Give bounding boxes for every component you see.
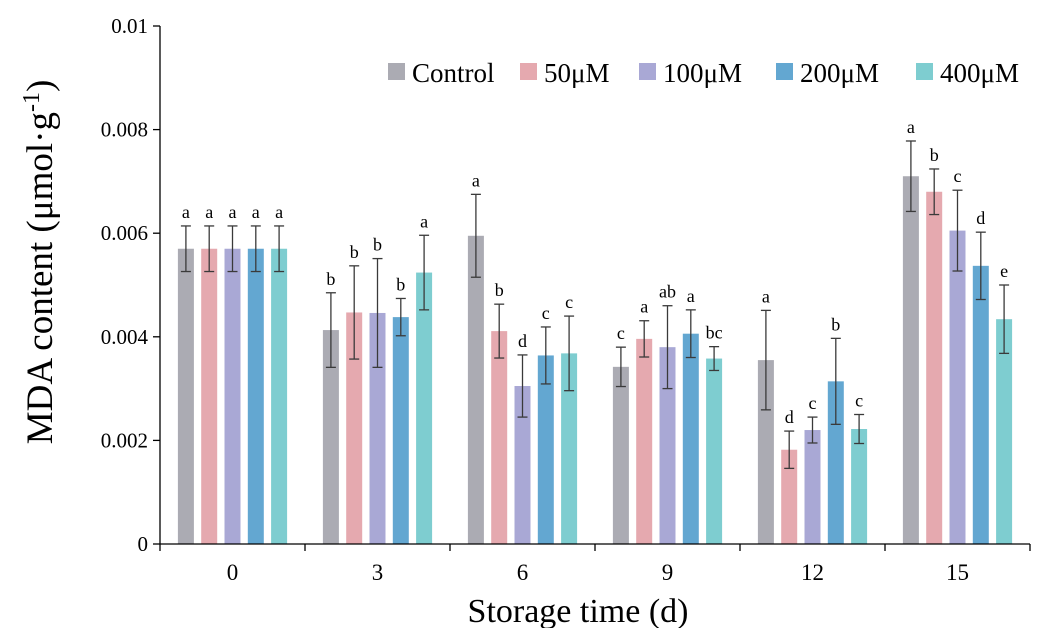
bar-50μM-0	[201, 248, 218, 545]
x-tick-label: 0	[227, 560, 239, 585]
significance-letter-200μM-3: b	[396, 274, 405, 294]
significance-letter-400μM-9: bc	[706, 323, 723, 343]
y-axis-title: MDA content (μmol·g-1)	[19, 80, 61, 445]
y-tick-label: 0.004	[101, 325, 149, 349]
bar-Control-6	[467, 235, 484, 545]
significance-letter-50μM-6: b	[495, 280, 504, 300]
significance-letter-50μM-0: a	[205, 202, 213, 222]
y-axis-title-main: MDA content (μmol·g	[20, 112, 61, 444]
significance-letter-400μM-3: a	[420, 211, 428, 231]
significance-letter-400μM-6: c	[565, 292, 573, 312]
significance-letter-50μM-9: a	[640, 297, 648, 317]
significance-letter-400μM-15: e	[1000, 261, 1008, 281]
bar-100μM-9	[659, 347, 676, 544]
x-axis-title: Storage time (d)	[468, 593, 689, 628]
legend-swatch-400μM	[916, 63, 933, 80]
x-tick-label: 3	[372, 560, 384, 585]
significance-letter-400μM-0: a	[275, 202, 283, 222]
legend-swatch-Control	[388, 63, 405, 80]
bar-400μM-12	[851, 429, 868, 544]
x-ticks-layer: 0 3 6 9 12 15	[159, 544, 1031, 585]
bar-100μM-0	[224, 248, 241, 545]
bar-200μM-0	[247, 248, 264, 545]
significance-letter-200μM-6: c	[542, 303, 550, 323]
bar-100μM-12	[804, 430, 821, 544]
x-tick-label: 9	[662, 560, 674, 585]
bar-400μM-3	[416, 272, 433, 544]
legend-label-100μM: 100μM	[663, 58, 742, 88]
x-tick-label: 15	[946, 560, 969, 585]
bar-200μM-12	[827, 381, 844, 544]
significance-letter-200μM-9: a	[687, 286, 695, 306]
significance-letter-50μM-12: d	[785, 407, 794, 427]
bar-50μM-3	[346, 312, 363, 544]
bar-400μM-6	[561, 353, 578, 544]
bar-50μM-9	[636, 338, 653, 544]
legend-label-200μM: 200μM	[800, 58, 879, 88]
bar-100μM-3	[369, 312, 386, 544]
significance-letter-Control-0: a	[182, 202, 190, 222]
significance-letter-200μM-15: d	[976, 208, 985, 228]
bar-Control-0	[177, 248, 194, 545]
bar-Control-12	[757, 360, 774, 544]
bar-50μM-15	[926, 191, 943, 544]
bar-50μM-12	[781, 449, 798, 544]
y-tick-label: 0.006	[101, 221, 148, 245]
significance-letter-Control-15: a	[907, 117, 915, 137]
bar-Control-9	[612, 366, 629, 544]
legend-swatch-50μM	[520, 63, 537, 80]
axes-layer	[159, 26, 1030, 545]
bars-layer	[177, 176, 1013, 545]
legend-swatch-200μM	[776, 63, 793, 80]
significance-letter-50μM-3: b	[350, 242, 359, 262]
bar-200μM-6	[537, 355, 554, 544]
significance-letter-Control-12: a	[762, 286, 770, 306]
significance-letter-400μM-12: c	[855, 391, 863, 411]
significance-letter-100μM-6: d	[518, 331, 527, 351]
x-tick-label: 12	[801, 560, 824, 585]
significance-letter-200μM-0: a	[252, 202, 260, 222]
significance-letter-100μM-9: ab	[659, 282, 676, 302]
y-axis-title-close: )	[20, 80, 61, 92]
significance-letter-100μM-0: a	[229, 202, 237, 222]
bar-400μM-9	[706, 358, 723, 544]
significance-letter-100μM-12: c	[809, 393, 817, 413]
significance-letter-Control-3: b	[326, 269, 335, 289]
x-tick-label: 6	[517, 560, 529, 585]
significance-letter-100μM-3: b	[373, 235, 382, 255]
legend-swatch-100μM	[639, 63, 656, 80]
legend-label-50μM: 50μM	[544, 58, 609, 88]
significance-letter-Control-9: c	[617, 323, 625, 343]
y-tick-label: 0.002	[101, 428, 148, 452]
significance-letter-100μM-15: c	[954, 166, 962, 186]
legend: Control 50μM 100μM 200μM 400μM	[388, 58, 1019, 88]
significance-letter-50μM-15: b	[930, 145, 939, 165]
y-axis-title-superscript: -1	[19, 92, 45, 112]
bar-50μM-6	[491, 331, 508, 544]
bar-400μM-0	[271, 248, 288, 545]
significance-letter-200μM-12: b	[831, 314, 840, 334]
y-tick-label: 0	[138, 532, 149, 556]
y-tick-label: 0.008	[101, 118, 148, 142]
bar-400μM-15	[996, 319, 1013, 544]
legend-label-400μM: 400μM	[940, 58, 1019, 88]
y-ticks-layer: 0 0.002 0.004 0.006 0.008 0.01	[101, 14, 160, 556]
bar-200μM-15	[972, 265, 989, 544]
bar-200μM-9	[682, 333, 699, 544]
y-tick-label: 0.01	[111, 14, 148, 38]
bar-Control-3	[322, 330, 339, 544]
bar-100μM-15	[949, 230, 966, 545]
bar-100μM-6	[514, 386, 531, 544]
bar-200μM-3	[392, 317, 409, 544]
error-bars-layer	[180, 140, 1010, 470]
significance-letter-Control-6: a	[472, 170, 480, 190]
legend-label-Control: Control	[412, 58, 495, 88]
bar-Control-15	[902, 176, 919, 544]
